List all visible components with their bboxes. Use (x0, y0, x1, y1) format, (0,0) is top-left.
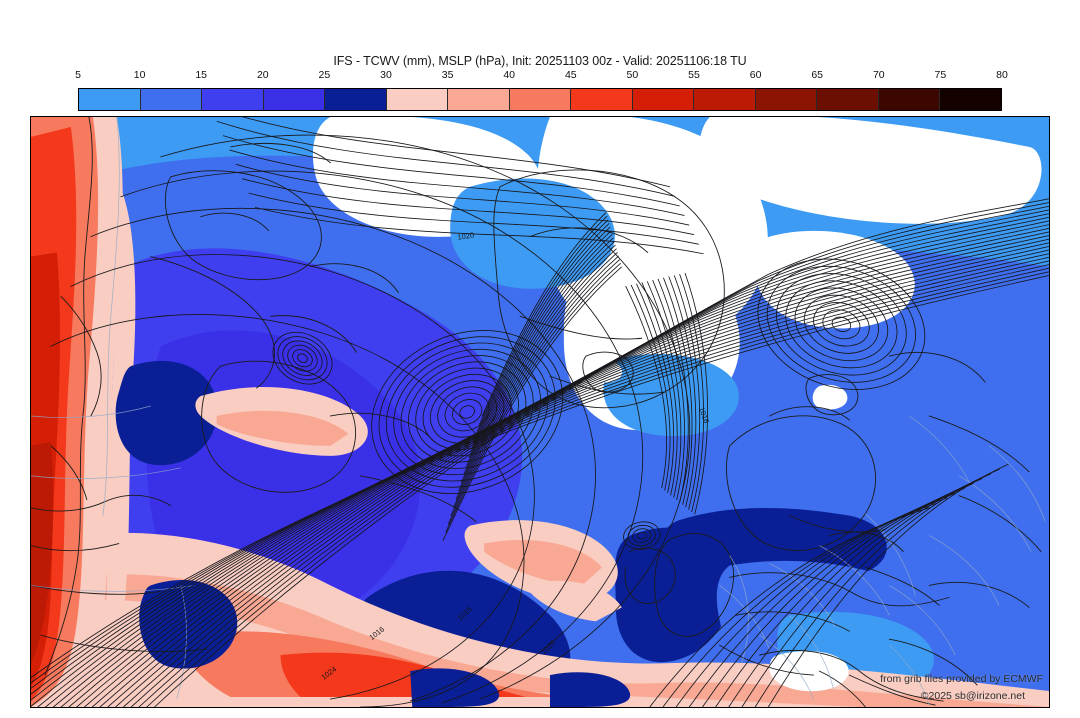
colorbar-segment (325, 89, 387, 110)
colorbar-segment (632, 89, 695, 110)
colorbar-tick: 60 (749, 69, 762, 81)
mslp-contour-label: 1020 (457, 231, 475, 242)
colorbar-tick: 5 (75, 69, 81, 81)
colorbar-tick: 80 (996, 69, 1008, 81)
colorbar-tick: 15 (195, 69, 208, 81)
colorbar-tick: 75 (934, 69, 947, 81)
map-canvas[interactable]: 1016 1020 1016 1024 1020 1016 from grib files… (30, 116, 1050, 708)
colorbar-tick: 65 (811, 69, 824, 81)
colorbar-segment (79, 89, 141, 110)
colorbar-segment (140, 89, 203, 110)
colorbar-tick: 50 (626, 69, 639, 81)
colorbar-segment (509, 89, 572, 110)
country-borders (31, 117, 1046, 706)
colorbar-segment (263, 89, 326, 110)
colorbar-segment (755, 89, 818, 110)
colorbar-tick: 10 (133, 69, 146, 81)
colorbar-tick: 25 (318, 69, 331, 81)
colorbar-tick: 35 (441, 69, 454, 81)
colorbar-tick: 70 (872, 69, 885, 81)
colorbar-segment (817, 89, 879, 110)
page-title: IFS - TCWV (mm), MSLP (hPa), Init: 20251… (333, 54, 747, 68)
colorbar-tick: 40 (503, 69, 516, 81)
colorbar-segment (940, 89, 1001, 110)
colorbar-segment (202, 89, 264, 110)
copyright-credit: ©2025 sb@irizone.net (920, 690, 1025, 702)
colorbar-segment (448, 89, 510, 110)
colorbar-tick-labels: 5 10 15 20 25 30 35 40 45 50 55 60 65 70 75 80 (75, 69, 1008, 83)
data-source-credit: from grib files provided by ECMWF (880, 673, 1043, 685)
colorbar-tick: 30 (380, 69, 392, 81)
colorbar-segment (571, 89, 633, 110)
colorbar-tick: 55 (688, 69, 700, 81)
colorbar-segment (878, 89, 941, 110)
colorbar-segment (386, 89, 449, 110)
mslp-isobars (31, 117, 1049, 707)
colorbar-tick: 20 (256, 69, 269, 81)
colorbar (78, 88, 1002, 111)
colorbar-tick: 45 (564, 69, 577, 81)
colorbar-segment (694, 89, 756, 110)
